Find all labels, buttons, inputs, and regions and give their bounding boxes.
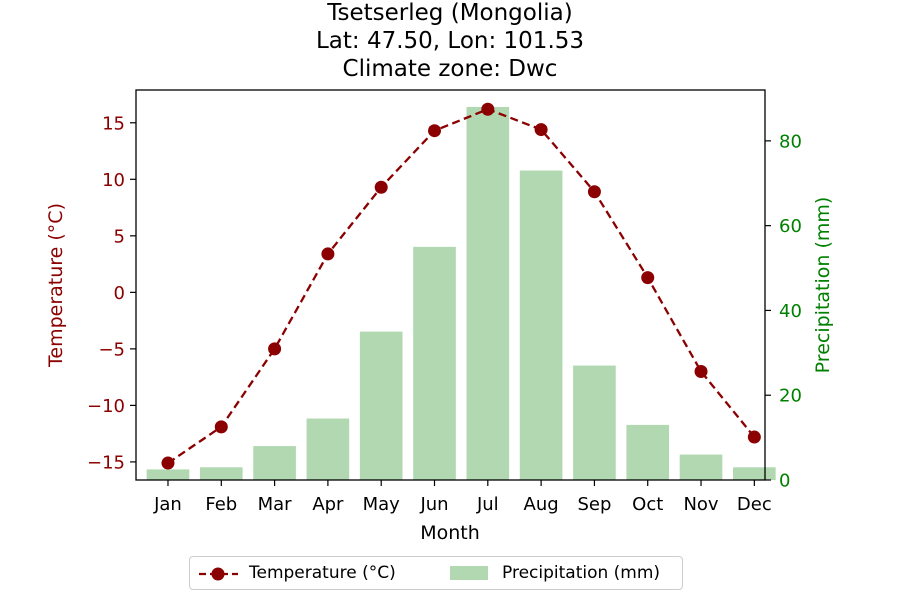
- precipitation-bar-feb: [200, 467, 243, 480]
- precipitation-bars: [147, 107, 776, 480]
- x-tick-label-jan: Jan: [153, 494, 182, 515]
- y-left-tick-label: −5: [98, 339, 125, 360]
- temperature-point-oct: [641, 271, 654, 284]
- legend-temperature-label: Temperature (°C): [249, 563, 396, 583]
- legend-temperature-swatch: [198, 565, 240, 583]
- y-right-tick-label: 60: [779, 216, 802, 237]
- precipitation-bar-sep: [573, 366, 616, 480]
- temperature-point-aug: [535, 123, 548, 136]
- temperature-point-jul: [481, 103, 494, 116]
- chart-title-line-3: Climate zone: Dwc: [0, 56, 900, 82]
- precipitation-bar-apr: [307, 419, 350, 480]
- x-tick-label-aug: Aug: [524, 494, 559, 515]
- legend-precipitation-swatch: [450, 566, 488, 580]
- legend: Temperature (°C) Precipitation (mm): [189, 556, 683, 590]
- y-right-tick-label: 20: [779, 386, 802, 407]
- temperature-line-path: [168, 109, 754, 463]
- x-tick-label-dec: Dec: [737, 494, 772, 515]
- precipitation-bar-nov: [680, 455, 723, 480]
- precipitation-bar-may: [360, 332, 403, 480]
- temperature-point-may: [375, 181, 388, 194]
- precipitation-bar-dec: [733, 467, 776, 480]
- x-tick-label-mar: Mar: [258, 494, 293, 515]
- chart-title-line-2: Lat: 47.50, Lon: 101.53: [0, 28, 900, 54]
- x-tick-label-jun: Jun: [419, 494, 448, 515]
- legend-precipitation-label: Precipitation (mm): [502, 563, 660, 583]
- temperature-point-dec: [748, 431, 761, 444]
- x-tick-label-oct: Oct: [632, 494, 663, 515]
- temperature-line: [161, 103, 760, 470]
- temperature-point-jun: [428, 124, 441, 137]
- precipitation-bar-mar: [253, 446, 296, 480]
- y-left-tick-label: 0: [114, 283, 125, 304]
- precipitation-bar-jun: [413, 247, 456, 480]
- x-tick-label-nov: Nov: [683, 494, 718, 515]
- precipitation-bar-aug: [520, 171, 563, 480]
- x-tick-label-feb: Feb: [205, 494, 237, 515]
- y-right-tick-label: 0: [779, 471, 790, 492]
- x-tick-label-jul: Jul: [476, 494, 499, 515]
- y-left-tick-label: 5: [114, 226, 125, 247]
- x-axis-label: Month: [420, 522, 480, 544]
- x-tick-label-sep: Sep: [577, 494, 611, 515]
- precipitation-bar-jan: [147, 469, 190, 480]
- precipitation-bar-oct: [626, 425, 669, 480]
- y-left-tick-label: −15: [87, 452, 125, 473]
- chart-title-line-1: Tsetserleg (Mongolia): [0, 0, 900, 26]
- temperature-point-feb: [215, 420, 228, 433]
- temperature-point-apr: [321, 247, 334, 260]
- temperature-point-sep: [588, 185, 601, 198]
- y-axis-label-right: Precipitation (mm): [812, 197, 834, 374]
- x-tick-label-apr: Apr: [312, 494, 344, 515]
- y-left-tick-label: 15: [102, 113, 125, 134]
- x-tick-label-may: May: [363, 494, 401, 515]
- y-left-tick-label: −10: [87, 396, 125, 417]
- temperature-point-jan: [161, 457, 174, 470]
- y-axis-label-left: Temperature (°C): [45, 203, 67, 368]
- precipitation-bar-jul: [466, 107, 509, 480]
- y-left-tick-label: 10: [102, 170, 125, 191]
- temperature-point-nov: [695, 365, 708, 378]
- temperature-point-mar: [268, 342, 281, 355]
- y-right-tick-label: 40: [779, 301, 802, 322]
- y-right-tick-label: 80: [779, 131, 802, 152]
